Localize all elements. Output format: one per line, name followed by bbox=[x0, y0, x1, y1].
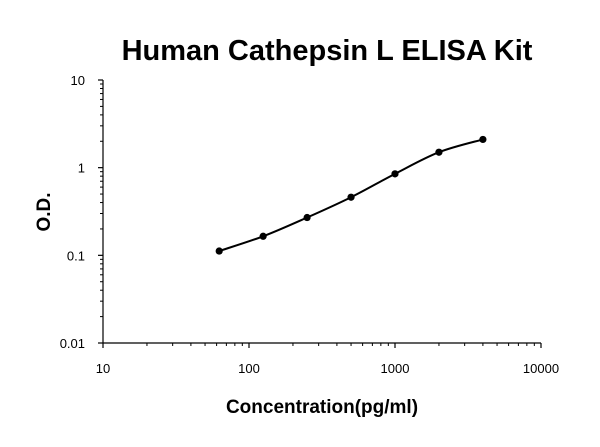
data-points bbox=[215, 135, 487, 255]
data-point bbox=[435, 148, 443, 156]
data-point bbox=[303, 213, 311, 222]
y-tick-label: 10 bbox=[71, 73, 85, 88]
x-axis-ticks: 10 100 1000 10000 bbox=[96, 343, 559, 376]
x-axis-label: Concentration(pg/ml) bbox=[226, 397, 418, 418]
y-axis-ticks: 0.01 0.1 1 10 bbox=[60, 73, 103, 351]
y-tick-label: 0.01 bbox=[60, 336, 85, 351]
chart-title: Human Cathepsin L ELISA Kit bbox=[122, 35, 533, 67]
y-axis-label: O.D. bbox=[34, 192, 55, 231]
y-tick-label: 1 bbox=[78, 161, 85, 176]
y-tick-label: 0.1 bbox=[67, 248, 85, 263]
data-point bbox=[479, 135, 487, 144]
data-point bbox=[215, 247, 223, 255]
data-point bbox=[259, 232, 267, 240]
data-point bbox=[391, 170, 399, 178]
x-tick-label: 100 bbox=[238, 361, 260, 376]
x-tick-label: 10000 bbox=[523, 361, 559, 376]
x-tick-label: 10 bbox=[96, 361, 110, 376]
x-tick-label: 1000 bbox=[381, 361, 410, 376]
data-point bbox=[347, 193, 355, 201]
